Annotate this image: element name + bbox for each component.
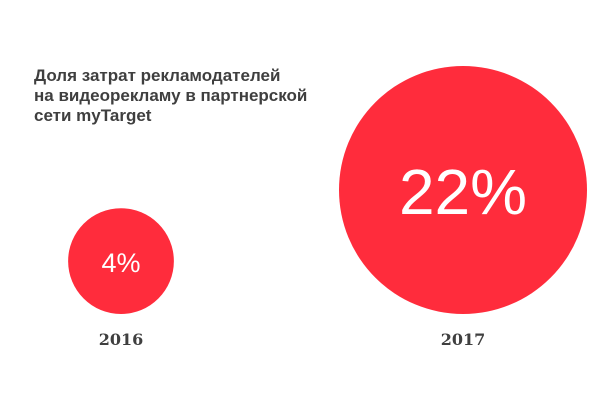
- category-label-2017: 2017: [441, 330, 486, 349]
- value-label-2016: 4%: [101, 248, 140, 278]
- value-label-2017: 22%: [399, 156, 527, 228]
- chart-title-line-2: на видеорекламу в партнерской: [34, 86, 308, 105]
- chart-title-line-1: Доля затрат рекламодателей: [34, 66, 281, 85]
- chart-title: Доля затрат рекламодателей на видеорекла…: [34, 66, 334, 126]
- chart-title-line-3: сети myTarget: [34, 106, 152, 125]
- bubble-2017: [339, 66, 587, 314]
- bubble-2016: [68, 208, 174, 314]
- category-label-2016: 2016: [99, 330, 144, 349]
